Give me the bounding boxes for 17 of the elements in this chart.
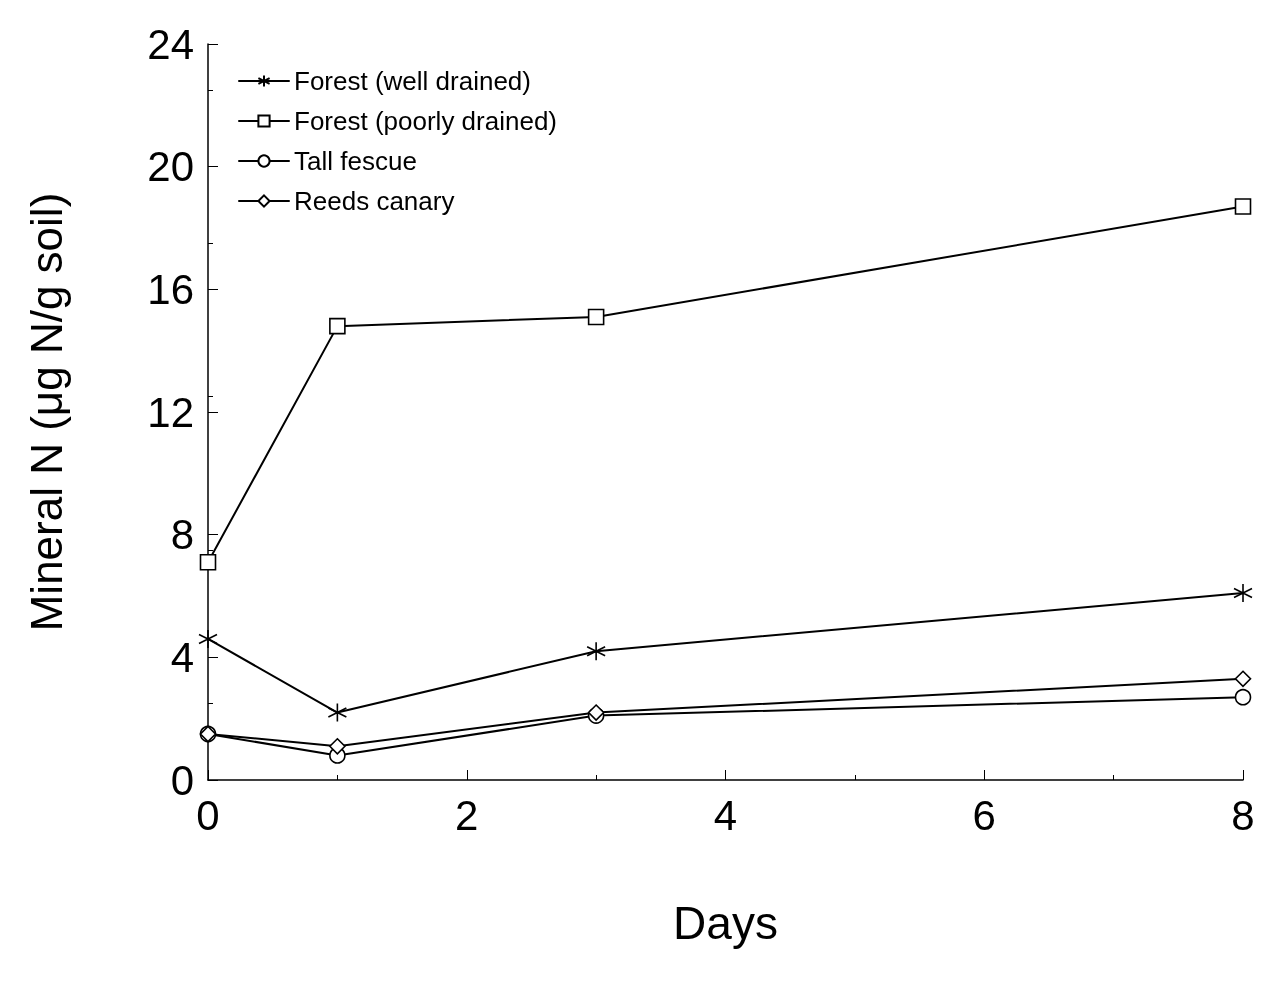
y-tick-label: 4 [170,633,194,681]
legend-label: Reeds canary [294,186,455,216]
y-tick-label: 0 [170,756,194,804]
legend-label: Tall fescue [294,146,417,176]
y-tick-label: 16 [147,265,194,313]
y-tick-label: 20 [147,143,194,191]
y-tick-label: 24 [147,20,194,68]
y-tick-label: 12 [147,388,194,436]
y-axis-title: Mineral N (μg N/g soil) [21,192,71,632]
x-tick-label: 4 [713,791,738,839]
x-tick-label: 6 [972,791,996,839]
x-tick-label: 8 [1231,791,1255,839]
legend-label: Forest (well drained) [294,66,531,96]
x-axis-title: Days [673,897,778,949]
y-tick-label: 8 [170,511,194,559]
x-tick-label: 2 [455,791,479,839]
legend-label: Forest (poorly drained) [294,106,557,136]
